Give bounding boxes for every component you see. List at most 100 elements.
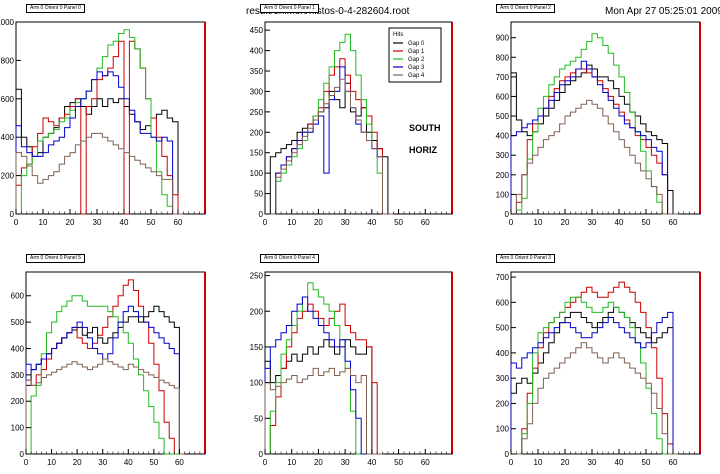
x-tick-label: 30	[588, 458, 597, 467]
series-gap-2	[265, 33, 394, 215]
x-tick-label: 50	[149, 458, 158, 467]
y-tick-label: 200	[496, 171, 510, 180]
y-tick-label: 400	[1, 133, 15, 142]
y-tick-label: 0	[505, 210, 510, 219]
y-tick-label: 100	[11, 424, 25, 433]
series-gap-0	[264, 339, 383, 455]
y-tick-label: 350	[250, 67, 264, 76]
x-tick-label: 20	[314, 218, 323, 227]
y-tick-label: 400	[250, 47, 264, 56]
y-tick-label: 400	[11, 344, 25, 353]
series-gap-1	[265, 303, 383, 455]
y-tick-label: 700	[496, 73, 510, 82]
x-tick-label: 0	[509, 458, 514, 467]
x-tick-label: 10	[534, 218, 543, 227]
y-tick-label: 500	[496, 112, 510, 121]
series-gap-3	[510, 60, 679, 215]
y-tick-label: 200	[11, 397, 25, 406]
x-tick-label: 60	[175, 458, 184, 467]
y-tick-label: 100	[250, 379, 264, 388]
histogram-panel-2: 0 10 20 30 40 50 60010020030040050060070080090…	[496, 21, 701, 227]
panel-tab-2[interactable]: Arm 0 Orient 0 Panel 2	[496, 4, 555, 13]
series-gap-4	[511, 99, 679, 215]
x-tick-label: 0	[509, 218, 514, 227]
legend-entry-gap-1: Gap 1	[408, 49, 425, 55]
x-tick-label: 20	[73, 458, 82, 467]
series-gap-4	[265, 78, 394, 215]
x-tick-label: 20	[66, 218, 75, 227]
series-gap-1	[15, 40, 184, 215]
legend: Hits Gap 0 Gap 1 Gap 2 Gap 3 Gap 4	[388, 27, 442, 83]
series-gap-3	[510, 311, 679, 455]
x-tick-label: 30	[588, 218, 597, 227]
legend-entry-gap-3: Gap 3	[408, 65, 425, 71]
y-tick-label: 150	[250, 149, 264, 158]
series-gap-1	[25, 279, 185, 455]
y-tick-label: 450	[250, 26, 264, 35]
x-tick-label: 60	[421, 458, 430, 467]
y-tick-label: 50	[254, 190, 263, 199]
legend-title: Hits	[393, 32, 403, 38]
y-tick-label: 500	[496, 324, 510, 333]
y-tick-label: 50	[254, 414, 263, 423]
x-tick-label: 40	[615, 218, 624, 227]
panel-tab-0[interactable]: Arm 0 Orient 0 Panel 0	[26, 4, 85, 13]
y-tick-label: 0	[10, 210, 15, 219]
y-tick-label: 200	[250, 307, 264, 316]
y-tick-label: 800	[496, 53, 510, 62]
panel-tab-1[interactable]: Arm 0 Orient 0 Panel 1	[260, 4, 319, 13]
y-tick-label: 100	[496, 190, 510, 199]
series-gap-1	[511, 281, 679, 455]
y-tick-label: 400	[496, 132, 510, 141]
x-tick-label: 30	[98, 458, 107, 467]
histogram-panel-4: 0 10 20 30 40 50 60 0 50 100 150 200 250	[250, 271, 453, 467]
legend-entry-gap-4: Gap 4	[408, 73, 425, 79]
y-tick-label: 600	[1, 95, 15, 104]
y-tick-label: 250	[250, 272, 264, 281]
series-gap-0	[510, 306, 679, 455]
x-tick-label: 40	[367, 458, 376, 467]
y-tick-label: 0	[259, 450, 264, 459]
y-tick-label: 500	[11, 318, 25, 327]
panel-tab-4[interactable]: Arm 0 Orient 0 Panel 4	[260, 254, 319, 263]
x-tick-label: 40	[120, 218, 129, 227]
x-tick-label: 20	[314, 458, 323, 467]
series-gap-3	[264, 296, 383, 455]
series-gap-4	[264, 367, 383, 455]
y-tick-label: 600	[11, 292, 25, 301]
x-tick-label: 10	[47, 458, 56, 467]
series-gap-2	[265, 282, 383, 455]
panel-tab-5[interactable]: Arm 0 Orient 0 Panel 5	[26, 254, 85, 263]
panel-tab-3[interactable]: Arm 0 Orient 0 Panel 3	[496, 254, 555, 263]
x-tick-label: 10	[287, 458, 296, 467]
legend-box	[388, 27, 442, 83]
y-tick-label: 0	[259, 210, 264, 219]
annotation-horiz: HORIZ	[409, 145, 438, 155]
series-gap-0	[15, 88, 184, 215]
series-gap-1	[511, 68, 679, 215]
x-tick-label: 20	[561, 218, 570, 227]
series-gap-2	[26, 295, 185, 455]
y-tick-label: 100	[250, 169, 264, 178]
x-tick-label: 0	[24, 458, 29, 467]
y-tick-label: 1000	[0, 18, 15, 27]
series-gap-2	[511, 33, 679, 215]
annotation-south: SOUTH	[409, 123, 441, 133]
y-tick-label: 900	[496, 34, 510, 43]
x-tick-label: 0	[263, 218, 268, 227]
histogram-panel-1: 0 10 20 30 40 50 60 0 50 100 150 200 250 300 350 400 450	[250, 21, 453, 227]
x-tick-label: 40	[615, 458, 624, 467]
plot-frame	[510, 21, 701, 215]
x-tick-label: 10	[287, 218, 296, 227]
x-tick-label: 50	[642, 458, 651, 467]
series-gap-2	[16, 29, 184, 215]
series-gap-0	[510, 64, 679, 215]
y-tick-label: 300	[496, 151, 510, 160]
y-tick-label: 700	[496, 273, 510, 282]
x-tick-label: 50	[394, 458, 403, 467]
series-gap-4	[15, 132, 184, 215]
x-tick-label: 10	[534, 458, 543, 467]
